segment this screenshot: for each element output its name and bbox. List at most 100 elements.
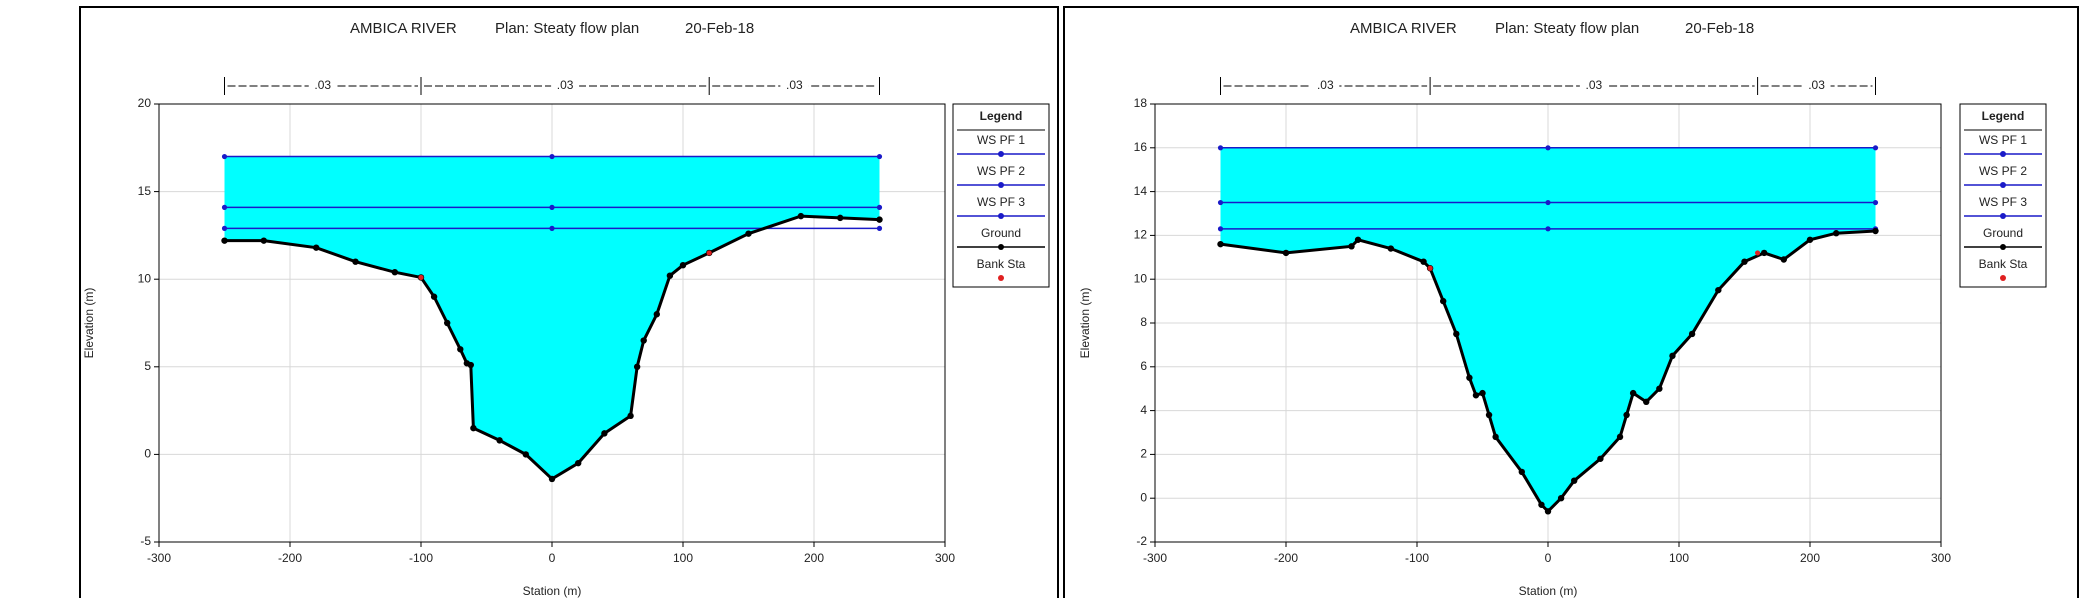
chart-title: AMBICA RIVER bbox=[1350, 20, 1457, 37]
point-marker bbox=[418, 274, 424, 281]
point-marker bbox=[1485, 411, 1493, 419]
point-marker bbox=[1492, 433, 1499, 441]
point-marker bbox=[1545, 145, 1551, 151]
point-marker bbox=[1472, 392, 1480, 399]
point-marker bbox=[1466, 374, 1473, 381]
point-marker bbox=[391, 268, 398, 276]
n-label-bg bbox=[308, 78, 337, 94]
point-marker bbox=[1623, 411, 1630, 419]
point-marker bbox=[653, 311, 660, 318]
x-tick-label: 100 bbox=[1669, 551, 1689, 565]
point-marker bbox=[1872, 199, 1879, 206]
point-marker bbox=[549, 225, 555, 231]
point-marker bbox=[260, 237, 267, 244]
point-marker bbox=[876, 225, 883, 231]
y-tick-label: 0 bbox=[1140, 490, 1147, 504]
point-marker bbox=[522, 451, 529, 458]
n-label-bg bbox=[780, 78, 809, 94]
point-marker bbox=[1833, 230, 1840, 237]
y-tick-label: 2 bbox=[1140, 447, 1147, 461]
y-tick-label: 6 bbox=[1140, 359, 1147, 373]
point-marker bbox=[221, 204, 228, 210]
x-tick-label: -200 bbox=[1274, 551, 1298, 565]
point-marker bbox=[1571, 477, 1578, 484]
point-marker bbox=[679, 261, 687, 269]
legend-label: WS PF 3 bbox=[977, 195, 1025, 209]
point-marker bbox=[1354, 236, 1362, 243]
point-marker bbox=[1656, 385, 1663, 392]
point-marker bbox=[1282, 249, 1290, 257]
point-marker bbox=[1217, 240, 1224, 248]
series-line bbox=[1220, 229, 1876, 514]
point-marker bbox=[444, 319, 451, 327]
x-tick-label: -100 bbox=[409, 551, 433, 565]
point-marker bbox=[1538, 501, 1545, 508]
point-marker bbox=[470, 424, 477, 432]
legend-title: Legend bbox=[1982, 109, 2025, 123]
y-tick-label: 12 bbox=[1134, 228, 1148, 242]
y-tick-label: -2 bbox=[1136, 534, 1147, 548]
x-tick-label: 300 bbox=[1931, 551, 1951, 565]
x-tick-label: 100 bbox=[673, 551, 693, 565]
n-label: .03 bbox=[1317, 78, 1334, 92]
point-marker bbox=[467, 361, 474, 369]
point-marker bbox=[876, 216, 883, 223]
point-marker bbox=[1629, 389, 1637, 397]
y-tick-label: 14 bbox=[1134, 184, 1148, 198]
legend-marker bbox=[998, 275, 1004, 281]
x-tick-label: -200 bbox=[278, 551, 302, 565]
legend-label: Ground bbox=[981, 226, 1021, 240]
point-marker bbox=[1597, 455, 1604, 462]
point-marker bbox=[1780, 256, 1788, 263]
point-marker bbox=[1760, 249, 1768, 257]
n-label: .03 bbox=[557, 78, 574, 92]
x-axis-label: Station (m) bbox=[1519, 584, 1578, 598]
point-marker bbox=[1387, 245, 1395, 252]
point-marker bbox=[352, 258, 359, 265]
y-tick-label: 20 bbox=[138, 96, 152, 110]
point-marker bbox=[221, 237, 228, 244]
point-marker bbox=[1217, 145, 1224, 151]
legend-box bbox=[1959, 103, 2047, 288]
panel-frame bbox=[1063, 6, 2079, 598]
legend-label: WS PF 3 bbox=[1979, 195, 2027, 209]
point-marker bbox=[640, 337, 647, 344]
point-marker bbox=[1715, 286, 1722, 294]
point-marker bbox=[1688, 330, 1696, 338]
x-tick-label: 0 bbox=[1545, 551, 1552, 565]
point-marker bbox=[221, 225, 228, 231]
y-tick-label: 15 bbox=[138, 184, 152, 198]
n-label: .03 bbox=[786, 78, 803, 92]
point-marker bbox=[1755, 250, 1761, 256]
panel-frame bbox=[79, 6, 1059, 598]
x-tick-label: -100 bbox=[1405, 551, 1429, 565]
legend-label: WS PF 2 bbox=[977, 164, 1025, 178]
n-label: .03 bbox=[1586, 78, 1603, 92]
point-marker bbox=[549, 153, 555, 160]
point-marker bbox=[1557, 495, 1565, 502]
point-marker bbox=[797, 212, 805, 220]
point-marker bbox=[1420, 258, 1427, 265]
legend-marker bbox=[2000, 151, 2006, 157]
n-label-bg bbox=[1311, 78, 1340, 94]
y-tick-label: 18 bbox=[1134, 96, 1148, 110]
point-marker bbox=[706, 250, 712, 256]
x-tick-label: -300 bbox=[1143, 551, 1167, 565]
point-marker bbox=[496, 437, 503, 444]
point-marker bbox=[549, 204, 555, 210]
point-marker bbox=[1545, 199, 1551, 206]
x-tick-label: -300 bbox=[147, 551, 171, 565]
x-tick-label: 300 bbox=[935, 551, 955, 565]
point-marker bbox=[1643, 398, 1650, 406]
point-marker bbox=[1872, 145, 1879, 151]
y-tick-label: 16 bbox=[1134, 140, 1148, 154]
legend-marker bbox=[998, 213, 1004, 219]
y-tick-label: 10 bbox=[1134, 271, 1148, 285]
legend-title: Legend bbox=[980, 109, 1023, 123]
point-marker bbox=[1453, 330, 1460, 338]
legend-marker bbox=[2000, 213, 2006, 219]
point-marker bbox=[313, 244, 320, 251]
y-tick-label: 0 bbox=[144, 447, 151, 461]
legend-label: WS PF 1 bbox=[1979, 133, 2027, 147]
